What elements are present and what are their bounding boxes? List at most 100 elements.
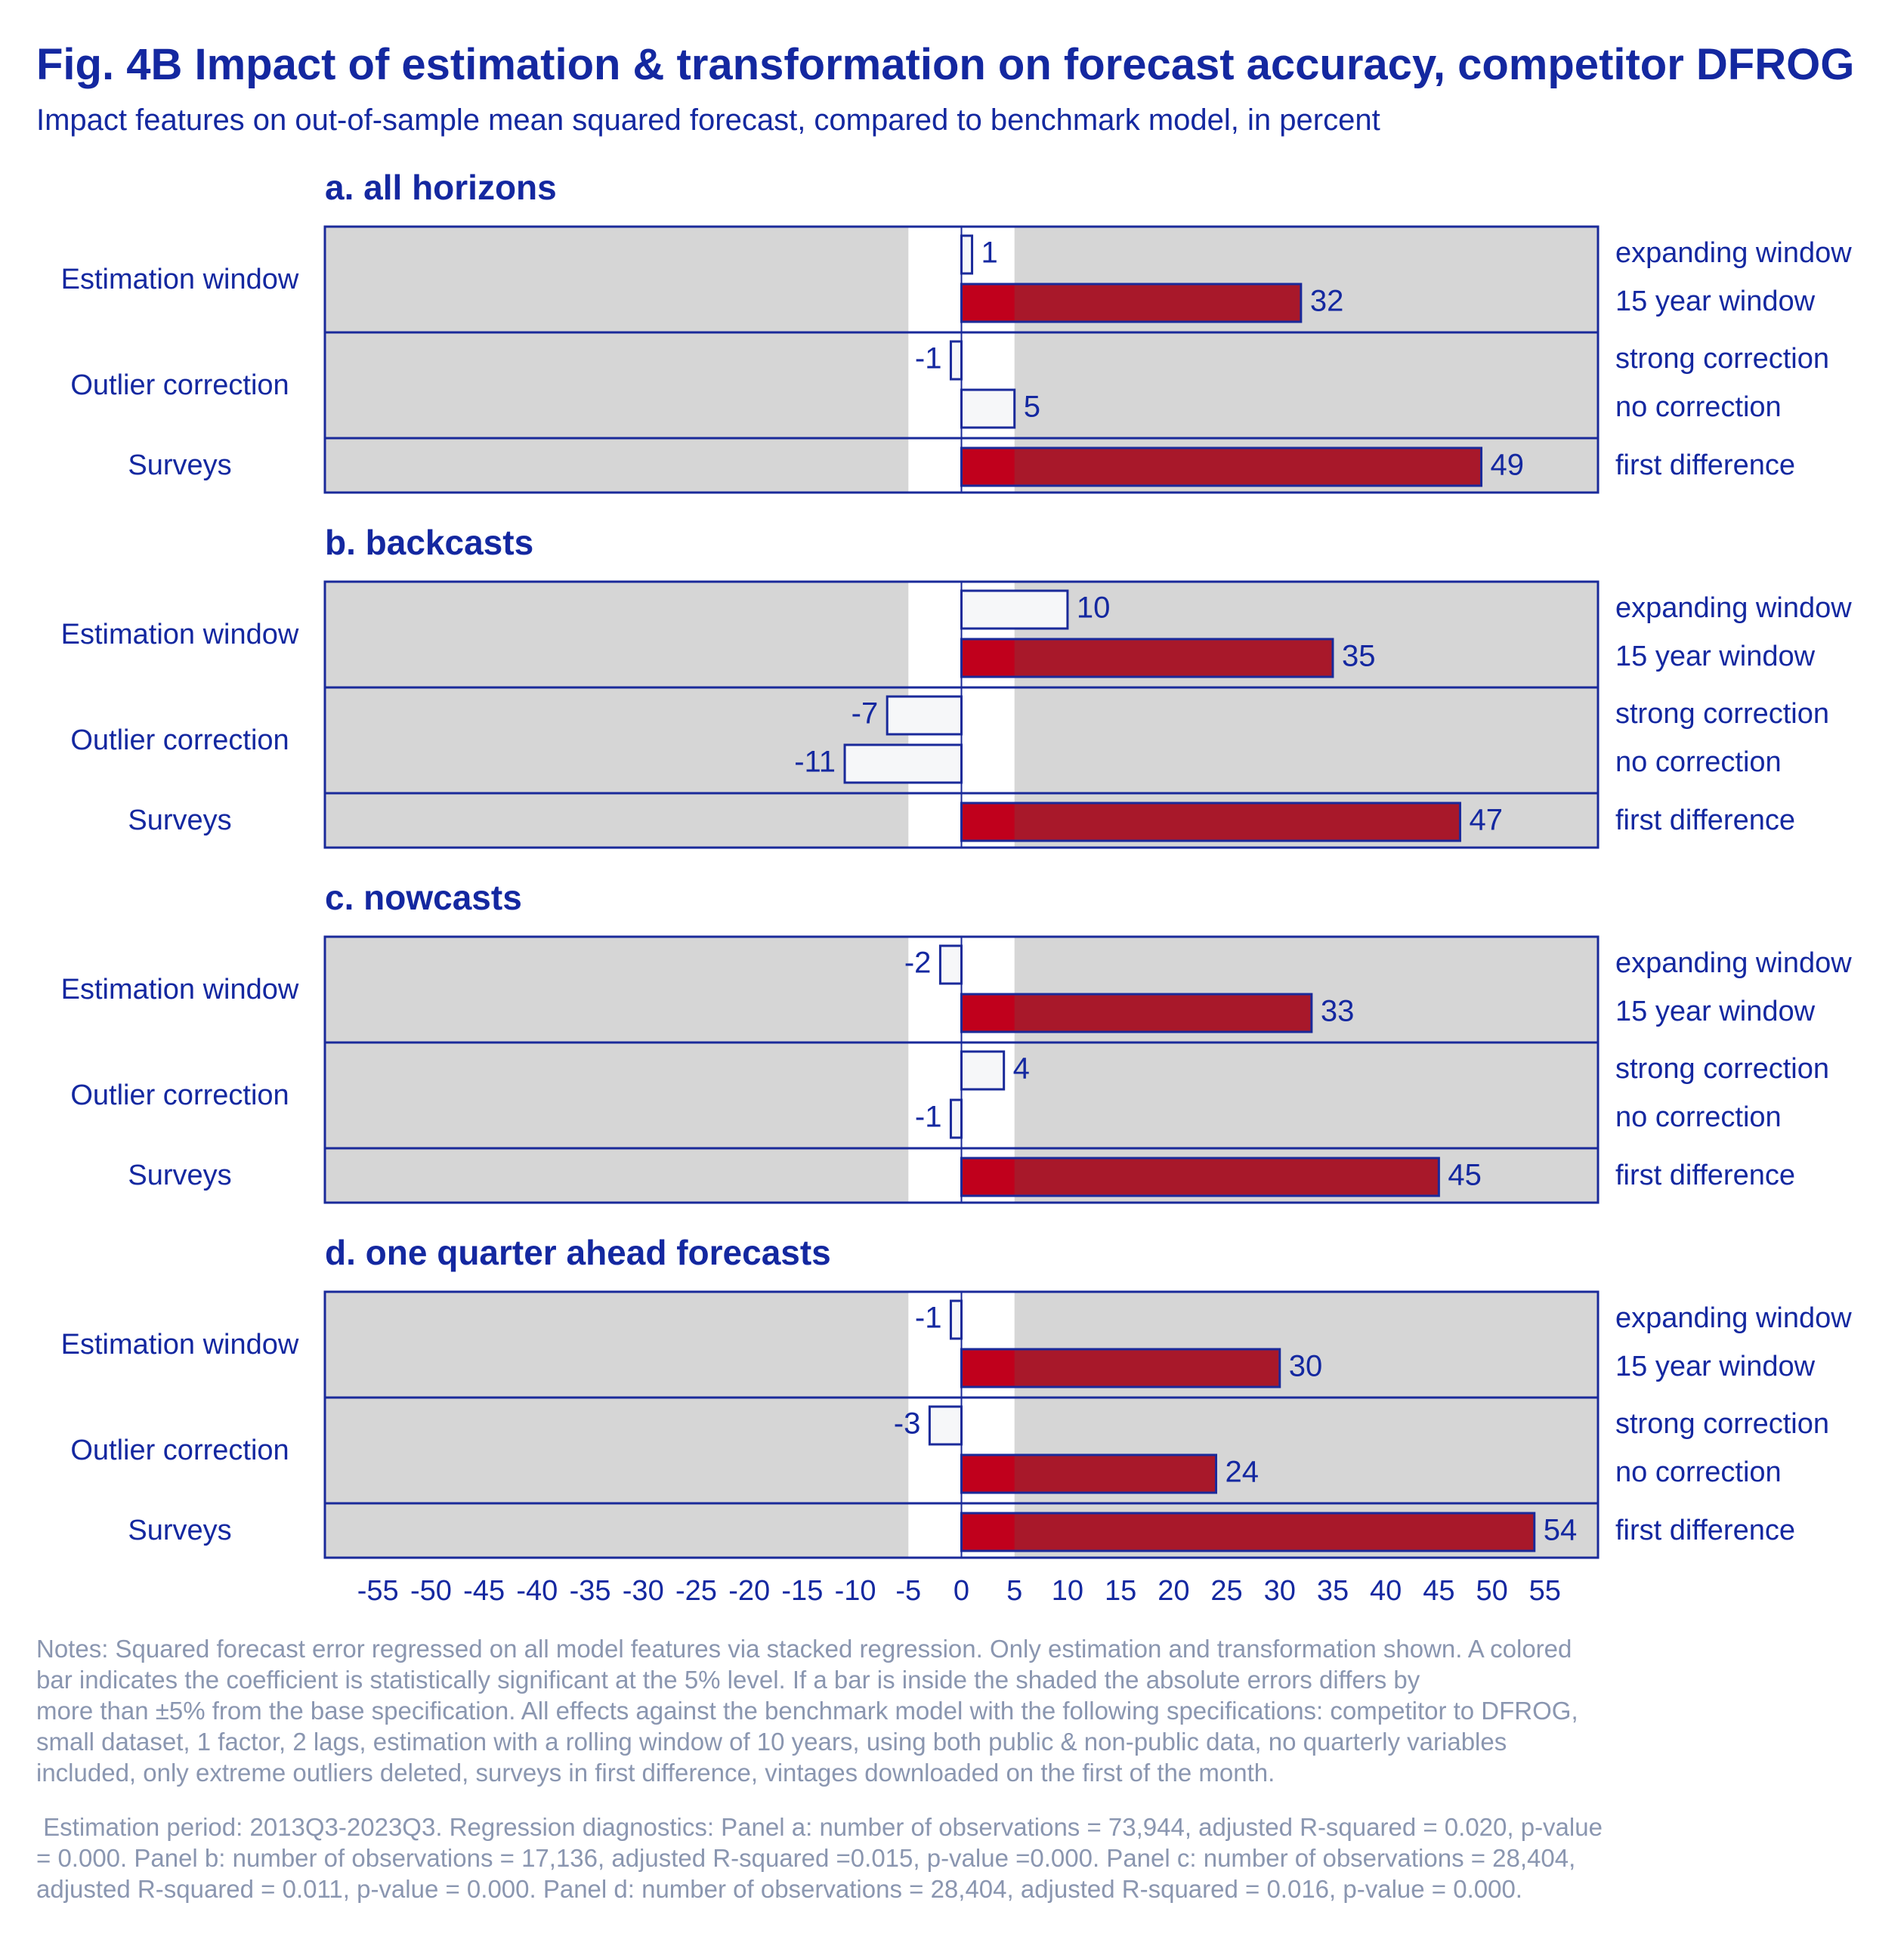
panel-title: c. nowcasts bbox=[325, 878, 522, 917]
group-label: Outlier correction bbox=[70, 1080, 289, 1111]
figure-title: Fig. 4B Impact of estimation & transform… bbox=[36, 40, 1855, 89]
bar-shade-overlay bbox=[1014, 994, 1312, 1032]
bar-shade-overlay bbox=[1014, 1455, 1216, 1493]
x-tick-label: -15 bbox=[781, 1575, 823, 1607]
group-label: Surveys bbox=[128, 449, 231, 481]
bar-shade-overlay bbox=[1014, 639, 1333, 677]
panel-title: d. one quarter ahead forecasts bbox=[325, 1233, 831, 1272]
bar bbox=[949, 340, 963, 381]
x-tick-label: -20 bbox=[728, 1575, 770, 1607]
bar bbox=[886, 695, 963, 736]
x-tick-label: -10 bbox=[835, 1575, 876, 1607]
bar bbox=[960, 388, 1016, 429]
x-tick-label: 50 bbox=[1476, 1575, 1507, 1607]
x-tick-label: -25 bbox=[675, 1575, 717, 1607]
data-label: 4 bbox=[1013, 1052, 1030, 1086]
row-label: expanding window bbox=[1615, 1302, 1852, 1334]
bar bbox=[960, 589, 1069, 630]
x-tick-label: -30 bbox=[623, 1575, 664, 1607]
data-label: -1 bbox=[915, 1302, 942, 1335]
x-tick-label: -45 bbox=[463, 1575, 505, 1607]
bar-shade-overlay bbox=[1014, 284, 1301, 322]
data-label: 49 bbox=[1491, 449, 1525, 482]
x-tick-label: 45 bbox=[1423, 1575, 1454, 1607]
x-tick-label: 15 bbox=[1105, 1575, 1136, 1607]
notes-methodology: Notes: Squared forecast error regressed … bbox=[36, 1635, 1578, 1787]
group-label: Estimation window bbox=[61, 264, 299, 295]
bar-shade-overlay bbox=[1014, 1349, 1280, 1387]
data-label: 24 bbox=[1226, 1456, 1260, 1489]
data-label: 47 bbox=[1469, 804, 1503, 837]
group-label: Outlier correction bbox=[70, 1435, 289, 1466]
data-label: 30 bbox=[1289, 1350, 1323, 1383]
group-label: Estimation window bbox=[61, 974, 299, 1005]
row-label: strong correction bbox=[1615, 1408, 1829, 1440]
x-tick-label: 10 bbox=[1052, 1575, 1083, 1607]
bar bbox=[949, 1098, 963, 1139]
x-tick-label: -55 bbox=[357, 1575, 399, 1607]
data-label: 54 bbox=[1544, 1514, 1578, 1547]
bar-outline bbox=[960, 1512, 1536, 1552]
row-label: no correction bbox=[1615, 1101, 1782, 1133]
data-label: 45 bbox=[1448, 1159, 1482, 1192]
bar-outline bbox=[960, 1157, 1440, 1197]
row-label: 15 year window bbox=[1615, 996, 1816, 1027]
x-tick-label: -40 bbox=[516, 1575, 558, 1607]
figure-subtitle: Impact features on out-of-sample mean sq… bbox=[36, 103, 1380, 137]
panel-frame bbox=[323, 580, 1600, 849]
row-label: 15 year window bbox=[1615, 641, 1816, 672]
row-label: first difference bbox=[1615, 1160, 1795, 1191]
data-label: -1 bbox=[915, 1101, 942, 1134]
x-tick-label: -35 bbox=[570, 1575, 611, 1607]
x-tick-label: 55 bbox=[1529, 1575, 1561, 1607]
row-label: expanding window bbox=[1615, 947, 1852, 979]
row-label: no correction bbox=[1615, 746, 1782, 778]
row-label: strong correction bbox=[1615, 1053, 1829, 1085]
bar bbox=[928, 1405, 963, 1446]
data-label: 32 bbox=[1310, 285, 1344, 318]
group-label: Estimation window bbox=[61, 619, 299, 650]
data-label: -1 bbox=[915, 342, 942, 375]
row-label: 15 year window bbox=[1615, 286, 1816, 317]
panel-frame bbox=[323, 225, 1600, 494]
group-label: Estimation window bbox=[61, 1329, 299, 1361]
x-tick-label: 0 bbox=[954, 1575, 969, 1607]
row-label: first difference bbox=[1615, 805, 1795, 836]
data-label: 35 bbox=[1342, 640, 1376, 673]
panel-frame bbox=[323, 1290, 1600, 1559]
data-label: -3 bbox=[894, 1407, 921, 1441]
data-label: -7 bbox=[852, 697, 879, 730]
data-label: 1 bbox=[981, 236, 998, 270]
group-label: Surveys bbox=[128, 1515, 231, 1546]
bar-outline bbox=[960, 1348, 1281, 1388]
data-label: -2 bbox=[904, 947, 932, 980]
group-label: Surveys bbox=[128, 1160, 231, 1191]
row-label: strong correction bbox=[1615, 698, 1829, 730]
bar-outline bbox=[960, 638, 1334, 678]
bar-shade-overlay bbox=[1014, 803, 1460, 841]
group-label: Outlier correction bbox=[70, 724, 289, 756]
bar bbox=[938, 944, 963, 985]
notes-diagnostics: Estimation period: 2013Q3-2023Q3. Regres… bbox=[36, 1813, 1603, 1903]
x-tick-label: 40 bbox=[1370, 1575, 1402, 1607]
data-label: 10 bbox=[1077, 591, 1111, 625]
panel-title: a. all horizons bbox=[325, 168, 557, 207]
x-tick-label: 20 bbox=[1158, 1575, 1189, 1607]
row-label: no correction bbox=[1615, 1456, 1782, 1488]
bar bbox=[949, 1299, 963, 1340]
group-label: Surveys bbox=[128, 805, 231, 836]
row-label: first difference bbox=[1615, 1515, 1795, 1546]
x-tick-label: -50 bbox=[410, 1575, 452, 1607]
bar-shade-overlay bbox=[1014, 448, 1482, 486]
panel-title: b. backcasts bbox=[325, 523, 533, 562]
panel-frame bbox=[323, 935, 1600, 1204]
x-tick-label: -5 bbox=[895, 1575, 921, 1607]
bar-outline bbox=[960, 283, 1303, 323]
row-label: no correction bbox=[1615, 391, 1782, 423]
bar-outline bbox=[960, 993, 1313, 1033]
row-label: strong correction bbox=[1615, 343, 1829, 375]
row-label: 15 year window bbox=[1615, 1351, 1816, 1382]
bar-shade-overlay bbox=[1014, 1158, 1439, 1196]
row-label: first difference bbox=[1615, 449, 1795, 481]
